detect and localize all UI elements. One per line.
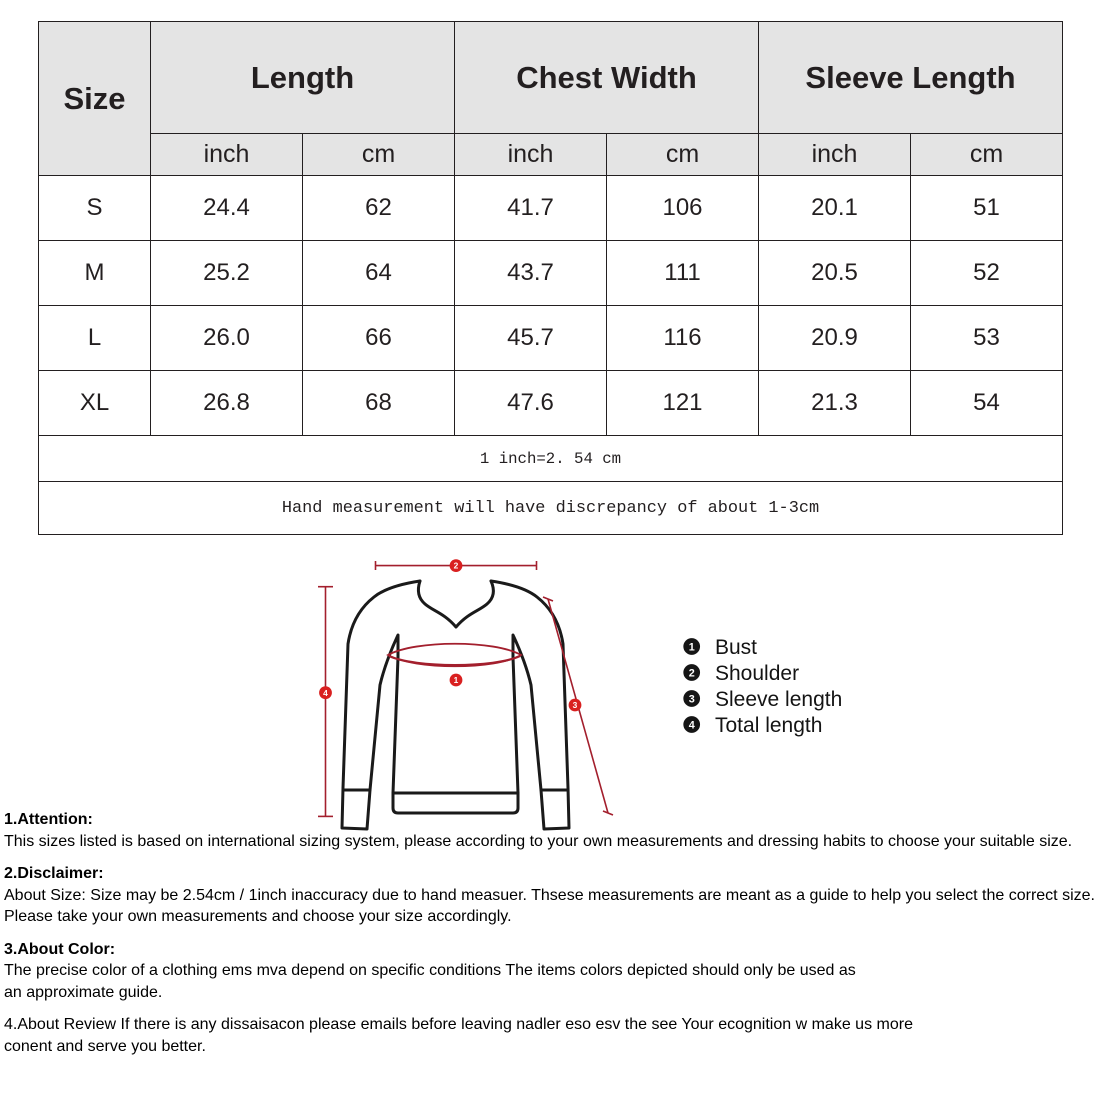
svg-text:4: 4 (323, 688, 328, 698)
svg-text:Sleeve length: Sleeve length (715, 688, 842, 711)
svg-text:2: 2 (454, 561, 459, 571)
svg-text:3: 3 (573, 700, 578, 710)
svg-text:1: 1 (454, 675, 459, 685)
svg-text:2: 2 (689, 668, 695, 680)
svg-text:Bust: Bust (715, 636, 757, 659)
svg-text:3: 3 (689, 694, 695, 706)
svg-text:Total length: Total length (715, 714, 822, 737)
svg-text:1: 1 (689, 642, 695, 654)
svg-text:4: 4 (689, 720, 695, 732)
svg-text:Shoulder: Shoulder (715, 662, 799, 685)
